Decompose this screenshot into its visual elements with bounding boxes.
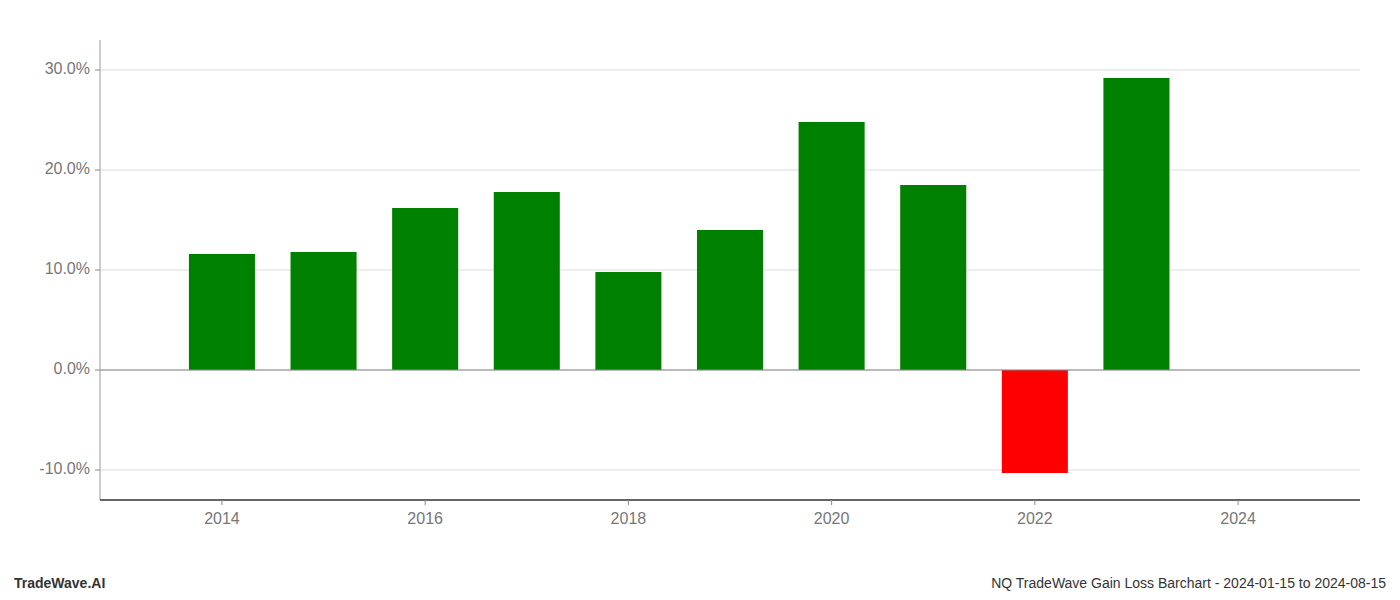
x-tick — [221, 500, 222, 505]
bar — [799, 122, 865, 370]
y-tick-label: -10.0% — [39, 460, 90, 477]
bar — [392, 208, 458, 370]
grid-line — [100, 170, 1360, 171]
bar — [697, 230, 763, 370]
bar — [595, 272, 661, 370]
axes: -10.0% 0.0% 10.0% 20.0% 30.0% 2014 2016 2018 202… — [39, 40, 1360, 527]
grid — [100, 70, 1360, 470]
grid-line — [100, 470, 1360, 471]
bar — [494, 192, 560, 370]
x-axis-line — [100, 499, 1360, 501]
x-tick — [1034, 500, 1035, 505]
x-tick-label: 2024 — [1220, 510, 1256, 527]
x-tick-label: 2016 — [407, 510, 443, 527]
y-tick — [95, 470, 100, 471]
bars — [189, 78, 1170, 473]
bar — [1002, 370, 1068, 473]
bar — [900, 185, 966, 370]
chart: -10.0% 0.0% 10.0% 20.0% 30.0% 2014 2016 2018 202… — [0, 0, 1400, 600]
y-tick — [95, 70, 100, 71]
y-tick-label: 0.0% — [54, 360, 90, 377]
background — [0, 0, 1400, 600]
chart-container: -10.0% 0.0% 10.0% 20.0% 30.0% 2014 2016 2018 202… — [0, 0, 1400, 600]
x-tick — [1238, 500, 1239, 505]
bar — [291, 252, 357, 370]
x-tick-label: 2014 — [204, 510, 240, 527]
bar — [189, 254, 255, 370]
y-tick — [95, 170, 100, 171]
x-tick — [425, 500, 426, 505]
y-tick-label: 30.0% — [45, 60, 90, 77]
bar — [1103, 78, 1169, 370]
x-tick-label: 2018 — [611, 510, 647, 527]
y-tick-label: 10.0% — [45, 260, 90, 277]
y-tick-label: 20.0% — [45, 160, 90, 177]
x-tick-label: 2020 — [814, 510, 850, 527]
x-tick — [628, 500, 629, 505]
x-tick — [831, 500, 832, 505]
footer-right: NQ TradeWave Gain Loss Barchart - 2024-0… — [991, 575, 1386, 591]
y-tick — [95, 370, 100, 371]
grid-line — [100, 370, 1360, 371]
y-tick — [95, 270, 100, 271]
grid-line — [100, 70, 1360, 71]
x-tick-label: 2022 — [1017, 510, 1053, 527]
zero-line — [100, 370, 1360, 371]
footer-left: TradeWave.AI — [14, 575, 105, 591]
